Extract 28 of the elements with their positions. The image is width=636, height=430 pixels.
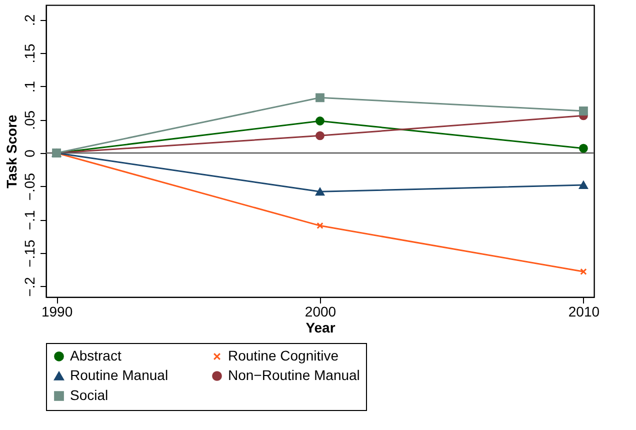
point [316,116,324,126]
point [579,106,588,116]
y-tick-label: .05 [22,110,38,130]
y-tick-label: −.2 [22,276,38,297]
x-axis-title: Year [306,320,336,336]
y-tick-label: −.15 [22,239,38,268]
y-axis-title: Task Score [4,114,20,188]
legend-label: Social [70,387,108,403]
y-tick-label: .2 [22,14,38,26]
y-tick-label: .15 [22,44,38,64]
legend-label: Abstract [70,347,122,364]
legend-label: Non−Routine Manual [228,367,360,383]
legend-label: Routine Cognitive [228,348,339,364]
y-tick-label: .1 [22,80,38,93]
y-tick-label: −.1 [22,210,38,230]
y-tick-label: 0 [22,149,38,158]
y-tick-label: −.05 [22,172,38,201]
point [316,93,324,102]
point [316,188,324,196]
point [316,131,324,140]
x-tick-label: 1990 [41,304,73,320]
x-tick-label: 2010 [568,304,600,320]
point [579,144,588,153]
x-tick-label: 2000 [304,304,336,320]
point [580,268,587,276]
point [579,181,588,189]
legend-label: Routine Manual [70,367,168,383]
point [316,222,324,230]
